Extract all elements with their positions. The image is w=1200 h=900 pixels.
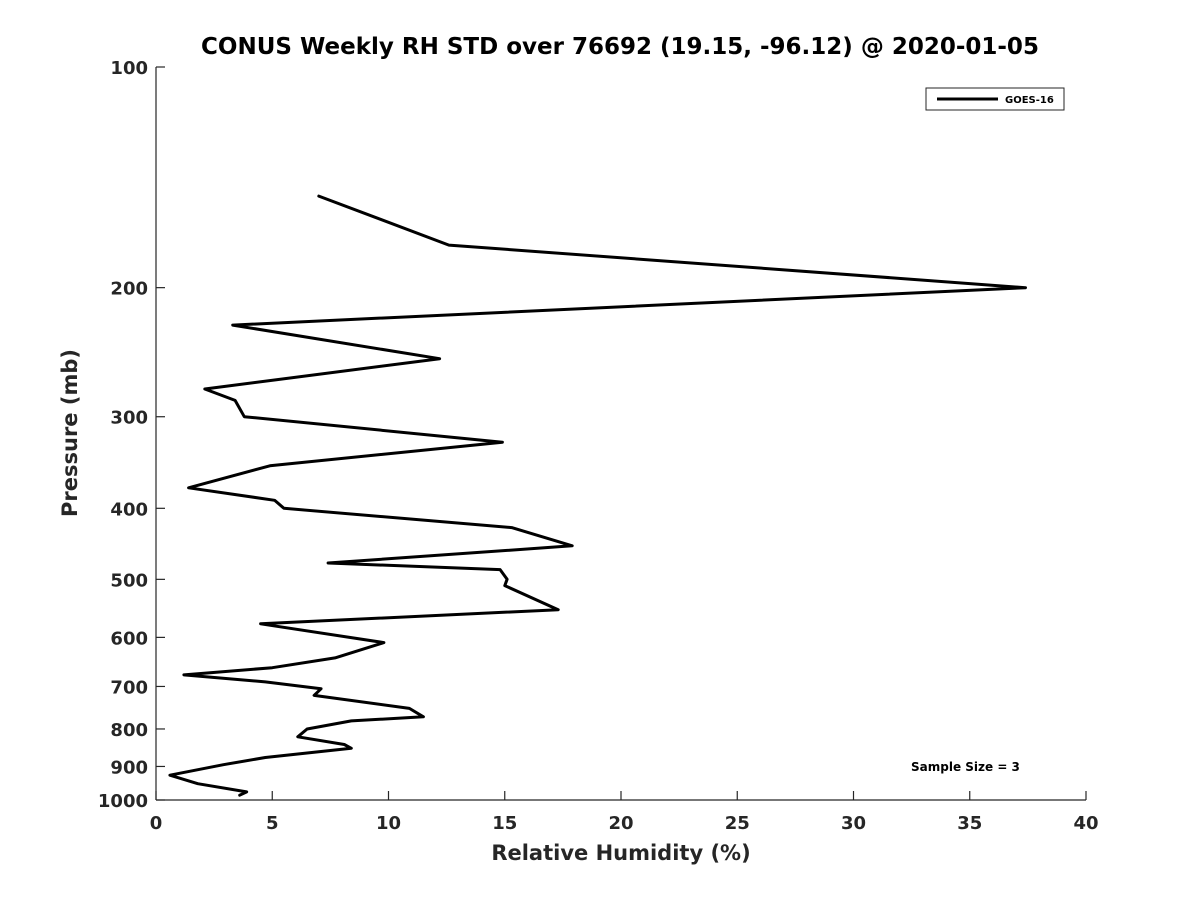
- y-tick-label: 800: [110, 720, 148, 741]
- x-tick-label: 25: [725, 813, 750, 834]
- legend: GOES-16: [925, 87, 1065, 111]
- x-tick-label: 30: [841, 813, 866, 834]
- x-tick-label: 35: [957, 813, 982, 834]
- series-layer: [168, 194, 1027, 797]
- x-tick-label: 20: [608, 813, 633, 834]
- y-tick-label: 700: [110, 677, 148, 698]
- legend-entry-goes-16: GOES-16: [1005, 95, 1054, 106]
- x-axis-label: Relative Humidity (%): [491, 841, 750, 865]
- x-tick-label: 10: [376, 813, 401, 834]
- y-axis-label: Pressure (mb): [58, 349, 82, 517]
- y-tick-label: 200: [110, 279, 148, 300]
- y-tick-label: 500: [110, 570, 148, 591]
- y-tick-label: 300: [110, 408, 148, 429]
- y-tick-label: 900: [110, 757, 148, 778]
- x-tick-label: 0: [150, 813, 163, 834]
- x-tick-label: 40: [1073, 813, 1098, 834]
- y-ticks: 100 200 300 400 500 600 700 800 900 1000: [98, 58, 165, 812]
- series-line-goes-16: [168, 194, 1027, 797]
- y-tick-label: 400: [110, 499, 148, 520]
- y-tick-label: 600: [110, 628, 148, 649]
- x-tick-label: 15: [492, 813, 517, 834]
- y-tick-label: 1000: [98, 791, 148, 812]
- chart-title: CONUS Weekly RH STD over 76692 (19.15, -…: [201, 34, 1039, 60]
- sample-size-annotation: Sample Size = 3: [911, 760, 1020, 774]
- x-ticks: 0 5 10 15 20 25 30 35 40: [150, 791, 1099, 834]
- x-tick-label: 5: [266, 813, 279, 834]
- y-tick-label: 100: [110, 58, 148, 79]
